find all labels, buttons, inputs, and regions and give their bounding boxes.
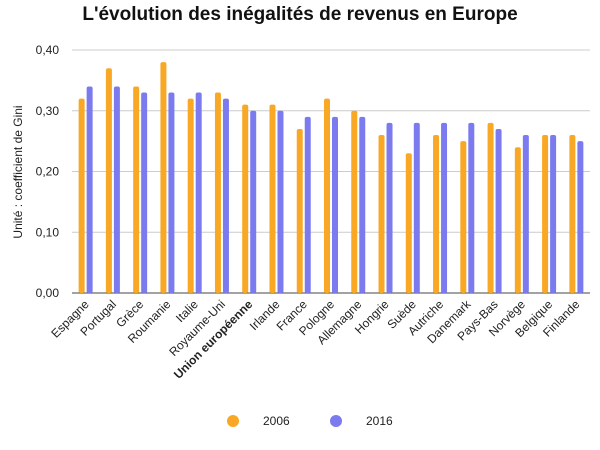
y-tick-label: 0,10: [36, 225, 60, 239]
bar-2016: [222, 98, 229, 293]
bar-2006: [487, 122, 494, 294]
bar-2016: [168, 92, 175, 294]
legend: 2006 2016: [227, 414, 393, 428]
gridlines: [72, 49, 590, 294]
bar-2016: [550, 135, 557, 293]
bar-2016: [413, 122, 420, 294]
bar-2016: [386, 122, 393, 294]
bar-2006: [569, 135, 576, 293]
bars: [78, 62, 584, 294]
bar-2006: [296, 128, 303, 293]
chart-title: L'évolution des inégalités de revenus en…: [82, 4, 518, 25]
bar-2006: [324, 98, 330, 293]
y-tick-label: 0,30: [36, 104, 60, 118]
bar-2016: [359, 116, 366, 293]
bar-2016: [577, 141, 584, 293]
bar-2006: [514, 147, 521, 293]
bar-2006: [460, 141, 467, 293]
y-tick-label: 0,20: [36, 165, 60, 179]
bar-2006: [242, 104, 249, 293]
bar-2016: [468, 122, 475, 294]
y-axis-label: Unité : coefficient de Gini: [11, 105, 25, 238]
bar-2006: [105, 68, 112, 293]
bar-2006: [405, 153, 412, 293]
bar-2016: [141, 92, 148, 294]
bar-2016: [495, 128, 502, 293]
legend-label-2006: 2006: [263, 414, 290, 428]
y-tick-label: 0,40: [36, 43, 60, 57]
bar-2016: [522, 135, 529, 293]
legend-label-2016: 2016: [366, 414, 393, 428]
legend-marker-2016: [330, 415, 342, 427]
bar-2016: [195, 92, 202, 294]
y-axis: 0,00 0,10 0,20 0,30 0,40: [36, 43, 60, 300]
bar-2006: [542, 135, 549, 293]
y-tick-label: 0,00: [36, 286, 60, 300]
bar-2016: [277, 110, 284, 293]
bar-2016: [113, 86, 120, 293]
bar-2006: [378, 135, 385, 293]
bar-2006: [214, 92, 221, 294]
bar-2006: [269, 104, 276, 293]
legend-marker-2006: [227, 415, 239, 427]
bar-2006: [160, 62, 167, 294]
bar-2016: [86, 86, 93, 293]
bar-2016: [250, 110, 257, 293]
bar-2006: [78, 98, 85, 293]
bar-2006: [133, 86, 140, 293]
bar-2006: [433, 135, 440, 293]
bar-2016: [304, 116, 311, 293]
bar-2016: [441, 122, 448, 294]
bar-2006: [351, 110, 358, 293]
bar-2006: [187, 98, 194, 293]
bar-2016: [332, 116, 338, 293]
